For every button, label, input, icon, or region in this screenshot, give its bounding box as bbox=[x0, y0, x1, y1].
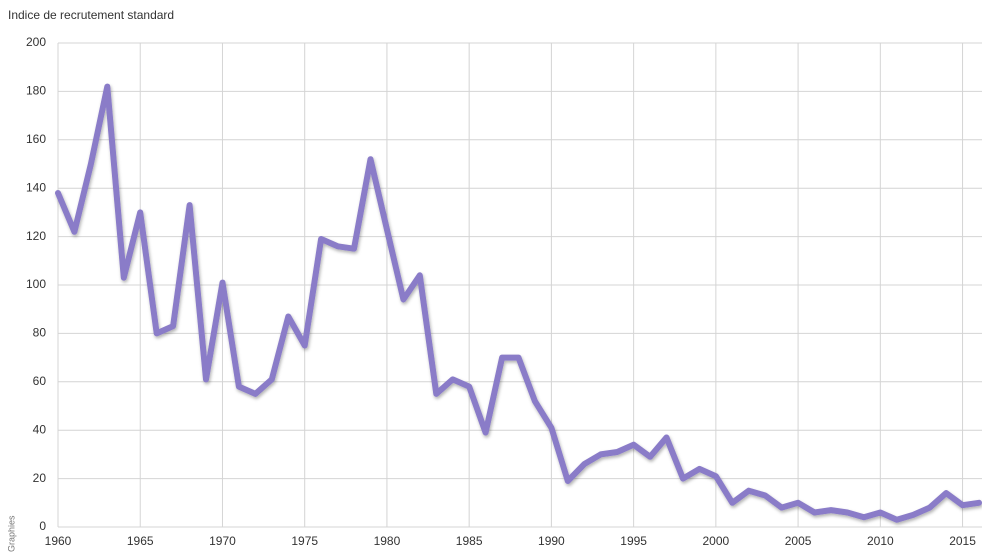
x-tick-label: 2015 bbox=[949, 534, 976, 548]
x-tick-label: 1970 bbox=[209, 534, 236, 548]
source: Graphies bbox=[6, 515, 16, 552]
x-tick-label: 1965 bbox=[127, 534, 154, 548]
y-tick-label: 180 bbox=[26, 84, 46, 98]
y-tick-label: 200 bbox=[26, 35, 46, 49]
x-tick-label: 1960 bbox=[45, 534, 72, 548]
y-tick-label: 40 bbox=[33, 422, 47, 436]
y-tick-label: 100 bbox=[26, 277, 46, 291]
y-tick-label: 120 bbox=[26, 229, 46, 243]
x-tick-label: 1985 bbox=[456, 534, 483, 548]
y-tick-label: 140 bbox=[26, 180, 46, 194]
x-tick-label: 1975 bbox=[291, 534, 318, 548]
y-tick-label: 60 bbox=[33, 374, 47, 388]
y-axis-label: Indice de recrutement standard bbox=[8, 8, 174, 22]
y-tick-label: 0 bbox=[39, 519, 46, 533]
x-tick-label: 2010 bbox=[867, 534, 894, 548]
data-line bbox=[55, 83, 982, 523]
x-tick-label: 2000 bbox=[703, 534, 730, 548]
y-tick-label: 160 bbox=[26, 132, 46, 146]
x-tick-label: 2005 bbox=[785, 534, 812, 548]
x-tick-label: 1995 bbox=[620, 534, 647, 548]
x-tick-label: 1990 bbox=[538, 534, 565, 548]
y-tick-label: 80 bbox=[33, 326, 47, 340]
x-tick-label: 1980 bbox=[374, 534, 401, 548]
y-tick-label: 20 bbox=[33, 471, 47, 485]
